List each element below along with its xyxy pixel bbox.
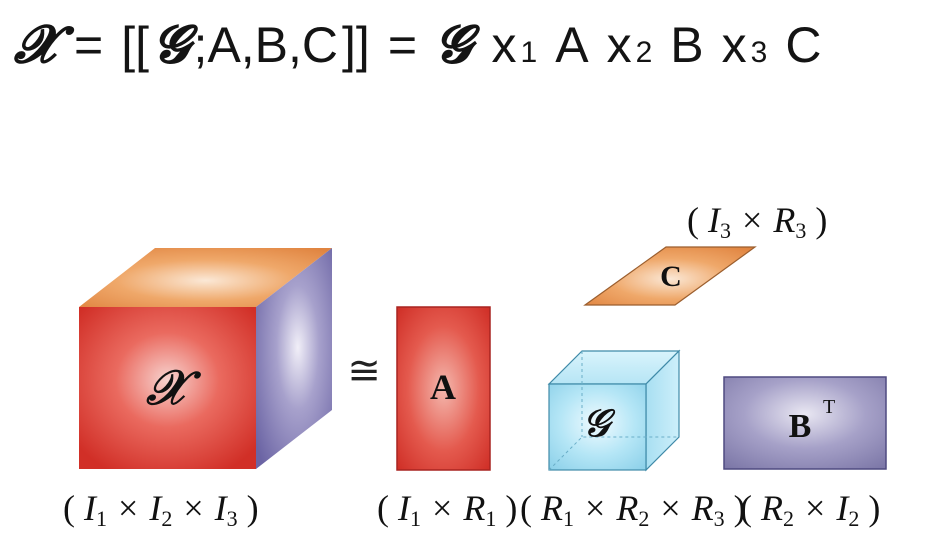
- tensor-x-dims: ( I1 × I2 × I3 ): [63, 488, 259, 534]
- tensor-x-cube: 𝒳: [79, 248, 332, 469]
- matrix-a: A: [396, 306, 491, 471]
- matrix-c-shape: [583, 246, 757, 306]
- core-g-cube: 𝒢: [547, 349, 681, 472]
- equation: 𝓧 = [[ 𝓖 ;A,B,C ]] = 𝓖 x 1 A x 2 B x 3 C: [13, 14, 821, 75]
- equals-sign: =: [388, 17, 417, 73]
- matrix-a-rect: [396, 306, 491, 471]
- cube-side-face: [256, 248, 332, 469]
- matrix-bt-rect: [723, 376, 887, 470]
- factor-b: B: [670, 17, 703, 73]
- cube-top-face: [79, 248, 332, 307]
- matrix-c: C: [583, 246, 757, 306]
- factor-c: C: [785, 17, 821, 73]
- svg-text:𝓧 = [[ 𝓖: 𝓧 = [[ 𝓖 ;A,B,C ]] = 𝓖 x 1 A x 2 B x 3 C: [13, 14, 821, 75]
- matrix-bt-dims: ( R2 × I2 ): [740, 488, 880, 534]
- matrix-c-label: C: [660, 260, 682, 293]
- core-g-symbol: 𝓖: [435, 14, 481, 75]
- right-double-bracket: ]]: [342, 17, 370, 73]
- left-double-bracket: [[: [121, 17, 149, 73]
- core-g-dims: ( R1 × R2 × R3 ): [520, 488, 746, 534]
- mode-product-subscript: 2: [636, 36, 653, 69]
- matrix-b-label: B: [789, 408, 812, 445]
- mode-product-x: x: [492, 17, 517, 73]
- core-g-symbol: 𝓖: [153, 14, 199, 75]
- matrix-a-label: A: [430, 367, 456, 407]
- approx-symbol: ≅: [347, 348, 381, 394]
- matrix-c-dims: ( I3 × R3 ): [687, 200, 827, 246]
- transpose-superscript: T: [823, 396, 835, 418]
- factor-list: ;A,B,C: [194, 17, 338, 73]
- matrix-bt: B T: [723, 376, 887, 470]
- matrix-a-dims: ( I1 × R1 ): [377, 488, 517, 534]
- mode-product-x: x: [722, 17, 747, 73]
- factor-a: A: [555, 17, 589, 73]
- tensor-x-symbol: 𝓧: [13, 14, 75, 75]
- equals-sign: =: [74, 17, 103, 73]
- core-cube-front: [548, 383, 647, 471]
- mode-product-subscript: 1: [521, 36, 538, 69]
- cube-front-face: [79, 307, 256, 469]
- mode-product-subscript: 3: [751, 36, 768, 69]
- mode-product-x: x: [607, 17, 632, 73]
